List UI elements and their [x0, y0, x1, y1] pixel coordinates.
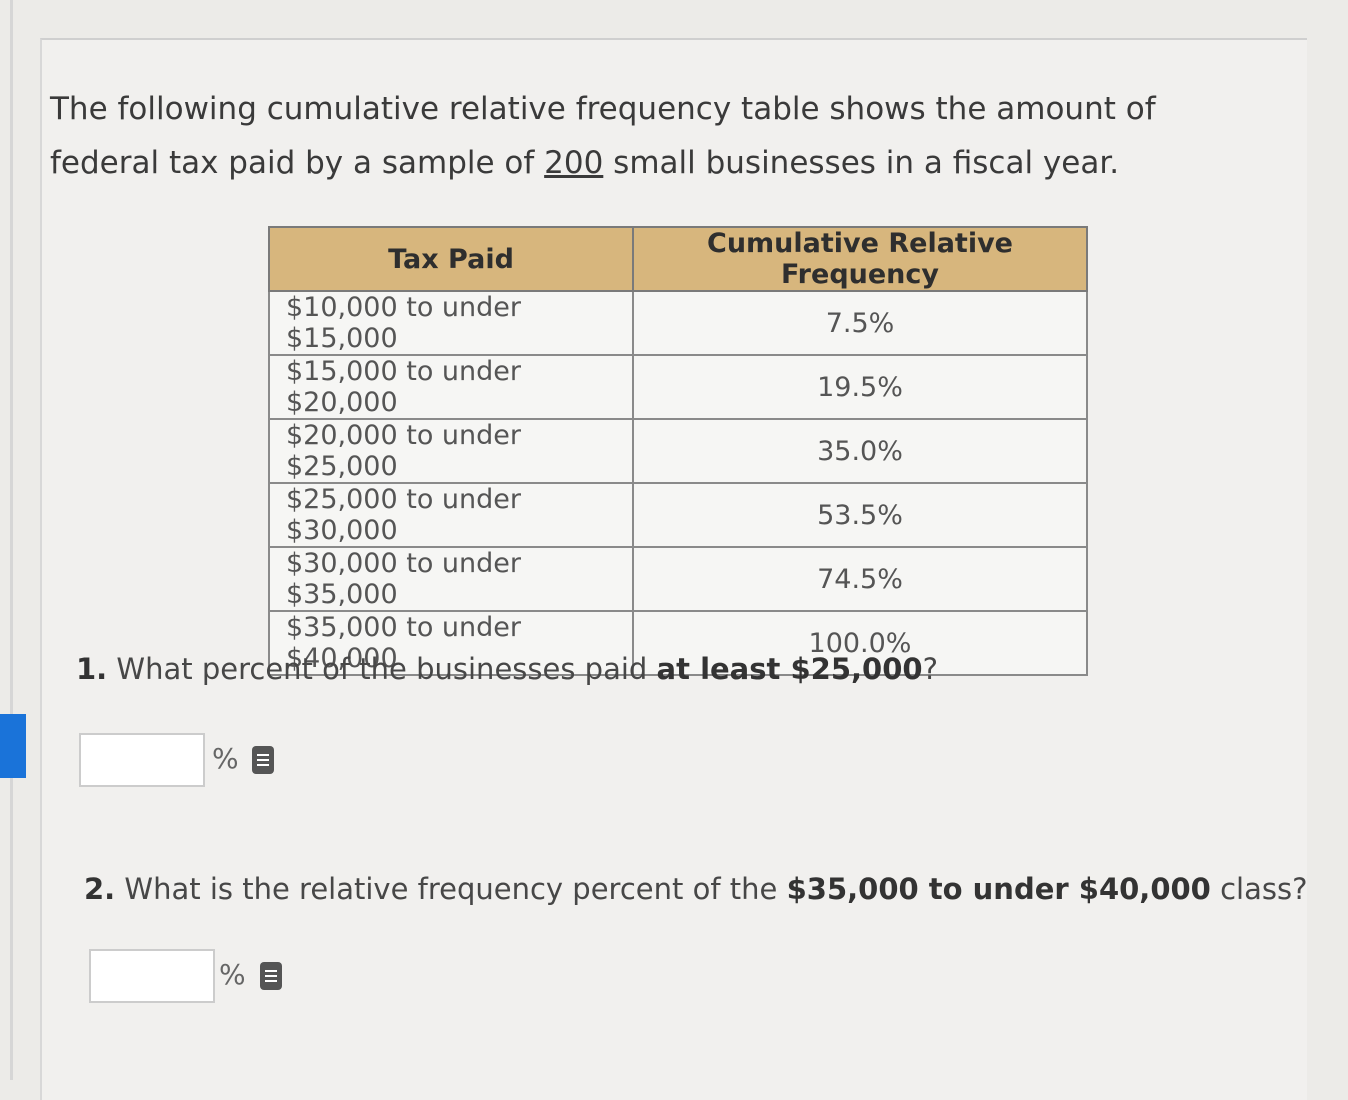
- unit-label: %: [219, 958, 246, 991]
- tax-range-cell: $20,000 to under $25,000: [268, 418, 634, 484]
- header-cell: Cumulative Relative Frequency: [632, 226, 1088, 292]
- header-cell: Tax Paid: [268, 226, 634, 292]
- calculator-icon[interactable]: [252, 746, 274, 774]
- frequency-cell: 7.5%: [632, 290, 1088, 356]
- question-number: 1.: [76, 652, 108, 686]
- question-bold: $35,000 to under $40,000: [786, 872, 1211, 906]
- table-row: $20,000 to under $25,000 35.0%: [268, 418, 1088, 484]
- table-row: $15,000 to under $20,000 19.5%: [268, 354, 1088, 420]
- table-row: $25,000 to under $30,000 53.5%: [268, 482, 1088, 548]
- intro-after: small businesses in a fiscal year.: [603, 145, 1120, 181]
- question-text: What percent of the businesses paid: [107, 652, 657, 686]
- calculator-icon[interactable]: [260, 962, 282, 990]
- answer-input[interactable]: [79, 733, 205, 787]
- sample-size: 200: [544, 145, 604, 181]
- answer-input[interactable]: [89, 949, 215, 1003]
- tax-range-cell: $10,000 to under $15,000: [268, 290, 634, 356]
- question-2: 2. What is the relative frequency percen…: [84, 872, 1307, 906]
- table-row: $10,000 to under $15,000 7.5%: [268, 290, 1088, 356]
- unit-label: %: [212, 742, 239, 775]
- question-text: What is the relative frequency percent o…: [115, 872, 787, 906]
- question-text: class?: [1210, 872, 1308, 906]
- frequency-cell: 53.5%: [632, 482, 1088, 548]
- frequency-table: Tax Paid Cumulative Relative Frequency $…: [268, 226, 1088, 676]
- tax-range-cell: $35,000 to under $40,000: [268, 610, 634, 676]
- question-text: ?: [922, 652, 938, 686]
- intro-before: The following cumulative relative freque…: [50, 91, 1156, 181]
- header-row: Tax Paid Cumulative Relative Frequency: [268, 226, 1088, 292]
- intro-text: The following cumulative relative freque…: [50, 82, 1270, 190]
- table-row: $35,000 to under $40,000 100.0%: [268, 610, 1088, 676]
- side-tab[interactable]: [0, 714, 26, 778]
- window-frame: [10, 0, 1343, 1080]
- tax-range-cell: $25,000 to under $30,000: [268, 482, 634, 548]
- question-number: 2.: [84, 872, 116, 906]
- question-1: 1. What percent of the businesses paid a…: [76, 652, 938, 686]
- frequency-cell: 35.0%: [632, 418, 1088, 484]
- question-bold: at least $25,000: [656, 652, 923, 686]
- tax-range-cell: $15,000 to under $20,000: [268, 354, 634, 420]
- frequency-cell: 19.5%: [632, 354, 1088, 420]
- frequency-cell: 74.5%: [632, 546, 1088, 612]
- table-row: $30,000 to under $35,000 74.5%: [268, 546, 1088, 612]
- tax-range-cell: $30,000 to under $35,000: [268, 546, 634, 612]
- frequency-cell: 100.0%: [632, 610, 1088, 676]
